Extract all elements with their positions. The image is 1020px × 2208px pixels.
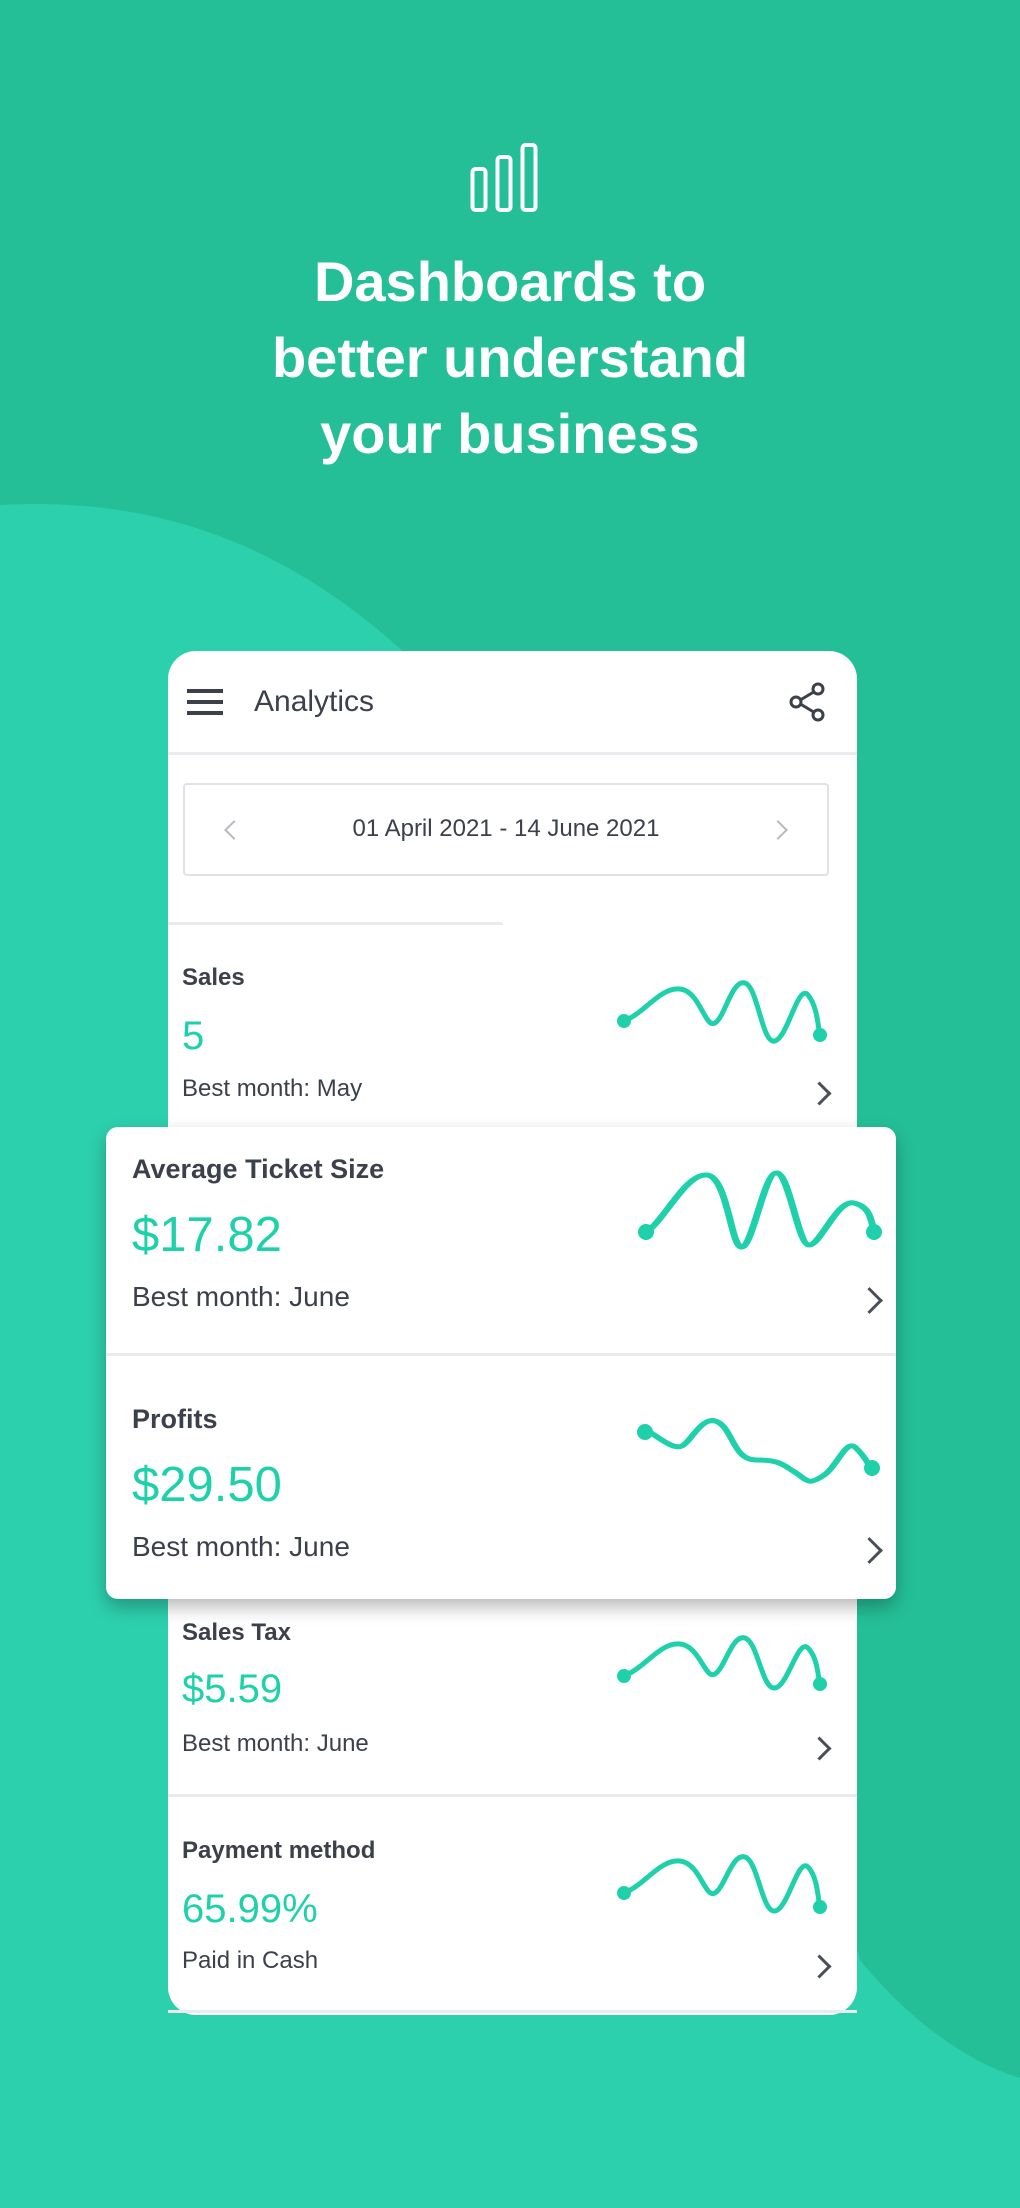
metric-value: $5.59 xyxy=(182,1667,283,1711)
divider xyxy=(168,2010,857,2013)
headline-line: Dashboards to xyxy=(313,250,707,313)
date-range-text: 01 April 2021 - 14 June 2021 xyxy=(352,815,660,842)
share-icon[interactable] xyxy=(788,682,826,722)
metric-label: Sales xyxy=(182,964,245,991)
headline-line: your business xyxy=(320,402,700,465)
header-divider xyxy=(168,752,857,755)
sparkline xyxy=(637,1418,880,1484)
metric-value: $29.50 xyxy=(132,1458,282,1512)
metric-subtext: Best month: June xyxy=(132,1281,350,1312)
metric-subtext: Best month: June xyxy=(182,1730,369,1757)
sparkline xyxy=(617,1854,827,1914)
app-title: Analytics xyxy=(254,685,375,718)
divider xyxy=(106,1353,896,1356)
metric-subtext: Best month: May xyxy=(182,1075,363,1102)
sparkline xyxy=(638,1170,882,1250)
metric-label: Payment method xyxy=(182,1837,376,1864)
metric-label: Sales Tax xyxy=(182,1619,291,1646)
metric-label: Profits xyxy=(132,1404,218,1434)
metric-label: Average Ticket Size xyxy=(132,1154,385,1184)
metric-value: 65.99% xyxy=(182,1887,318,1931)
metric-value: 5 xyxy=(182,1014,205,1058)
sparkline xyxy=(617,980,827,1044)
bar-chart-icon xyxy=(470,143,538,212)
metric-subtext: Paid in Cash xyxy=(182,1947,319,1974)
divider xyxy=(168,1794,857,1797)
divider xyxy=(168,922,503,925)
date-range-picker[interactable]: 01 April 2021 - 14 June 2021 xyxy=(183,783,829,876)
headline: Dashboards to better understand your bus… xyxy=(0,244,1020,472)
highlighted-metrics-card xyxy=(106,1127,896,1599)
headline-line: better understand xyxy=(271,326,749,389)
metric-subtext: Best month: June xyxy=(132,1531,350,1562)
sparkline xyxy=(617,1635,827,1691)
hamburger-menu-icon[interactable] xyxy=(187,689,223,715)
metric-value: $17.82 xyxy=(132,1208,282,1262)
